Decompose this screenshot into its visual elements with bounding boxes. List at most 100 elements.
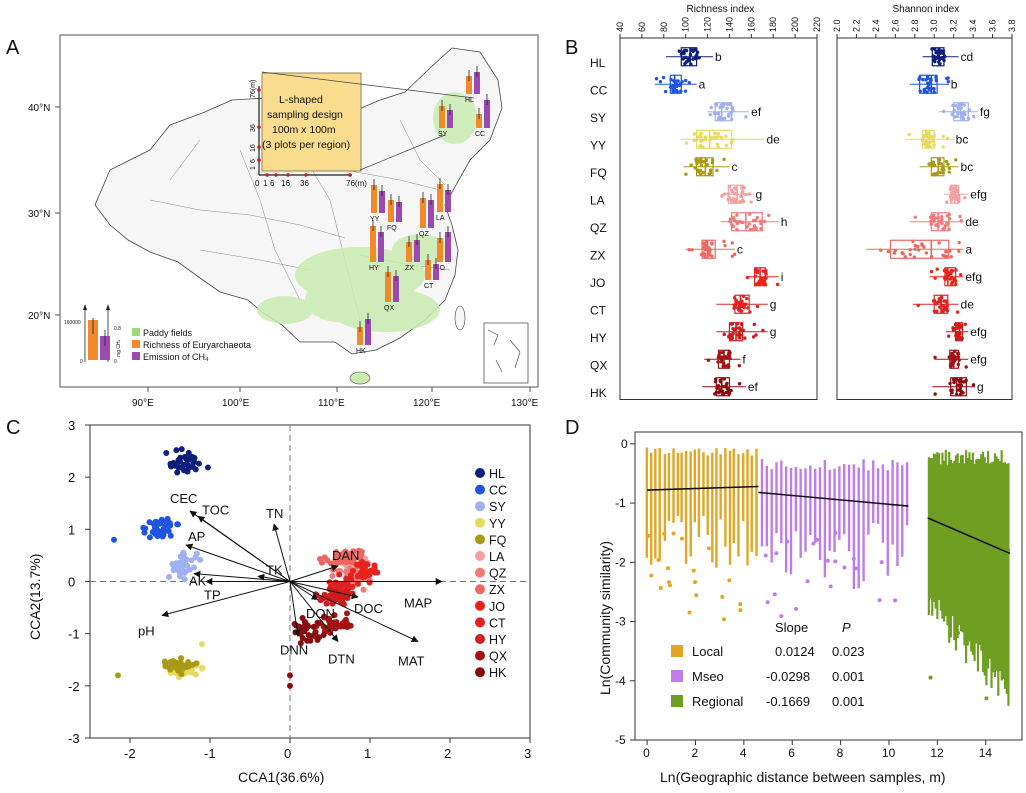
b-point (731, 331, 735, 336)
c-point (310, 623, 317, 630)
b-point (933, 216, 938, 220)
b-point (954, 190, 959, 194)
c-point (176, 573, 183, 580)
b-box (950, 377, 967, 397)
b-letter: c (737, 242, 743, 256)
map-lon-110: 110°E (318, 398, 345, 409)
c-outlier-0 (111, 536, 117, 543)
c-point (160, 531, 167, 538)
b-point (933, 355, 937, 359)
c-legend-marker-hy (475, 634, 485, 644)
b-point (679, 89, 683, 93)
b-point (952, 277, 956, 281)
b-point (733, 252, 737, 256)
b-point (743, 336, 747, 340)
site-bars-cc: CC (475, 94, 490, 138)
c-point (336, 571, 343, 578)
b-point (903, 255, 907, 259)
b-point (747, 222, 751, 226)
b-point (955, 114, 959, 119)
b-row-shannon-hl: cd (922, 47, 973, 67)
d-point (833, 559, 838, 564)
b-point (720, 389, 725, 393)
b-point (729, 141, 734, 145)
b-point (952, 380, 956, 385)
b-point (750, 228, 754, 232)
b-point (949, 355, 954, 359)
d-point (851, 556, 856, 561)
b-letter: bc (961, 160, 974, 174)
b-point (730, 198, 734, 202)
b-point (722, 239, 726, 244)
b-point (747, 192, 751, 196)
c-group-ct (324, 571, 356, 602)
b-point (949, 282, 954, 286)
b-letter: ef (748, 380, 759, 394)
b-frame-shannon (836, 37, 1013, 400)
inset-x-16: 16 (281, 179, 290, 188)
b-tick-label-shannon-9: 3.8 (1007, 19, 1017, 32)
b-point (958, 325, 963, 330)
richness-bar-jo (437, 238, 443, 262)
b-point (735, 322, 740, 326)
c-vector-label-ap: AP (188, 529, 205, 544)
b-point (739, 309, 744, 313)
b-letter: efg (970, 325, 987, 339)
b-point (755, 270, 759, 275)
b-point (941, 145, 945, 149)
b-point (936, 157, 941, 162)
b-point (733, 200, 738, 204)
panel-letter-a: A (6, 37, 20, 59)
b-point (916, 303, 920, 308)
b-point (935, 267, 939, 271)
b-row-richness-fq: c (683, 157, 737, 177)
c-vector-label-mat: MAT (398, 653, 425, 668)
b-point (920, 243, 924, 247)
b-point (734, 187, 738, 191)
b-point (957, 102, 961, 107)
b-point (720, 194, 724, 198)
b-point (940, 55, 945, 60)
c-vector-label-ph: pH (138, 623, 155, 638)
c-point (343, 575, 350, 582)
c-point (178, 553, 185, 560)
b-point (724, 134, 728, 139)
b-row-richness-cc: a (654, 74, 706, 94)
b-point (928, 140, 932, 144)
site-label-qz: QZ (419, 231, 429, 238)
d-point (649, 573, 654, 578)
b-point (737, 304, 741, 308)
c-vector-doc (289, 581, 359, 600)
b-point (684, 141, 689, 145)
b-point (938, 62, 942, 66)
b-row-richness-la: g (720, 184, 762, 204)
c-point (342, 548, 349, 555)
b-point (677, 83, 682, 88)
d-ytick-label-0: 0 (621, 437, 628, 451)
c-ytick-label-2: 1 (68, 522, 75, 537)
c-group-sy (166, 549, 204, 583)
c-point (192, 671, 199, 678)
b-point (951, 269, 955, 273)
b-point (946, 80, 951, 84)
b-point (963, 112, 967, 117)
site-label-fq: FQ (387, 225, 397, 232)
b-point (733, 192, 737, 196)
b-point (752, 322, 756, 327)
b-point (951, 358, 955, 362)
b-point (755, 215, 759, 220)
d-frame (634, 431, 1023, 741)
b-tick-label-richness-3: 100 (681, 17, 691, 32)
b-point (761, 269, 766, 273)
b-point (689, 163, 693, 167)
b-point (956, 383, 961, 387)
b-point (726, 197, 730, 202)
c-point (188, 557, 195, 564)
b-point (727, 391, 732, 395)
b-point (963, 322, 967, 326)
c-group-hy (312, 586, 351, 608)
b-site-label-la: LA (590, 193, 605, 207)
c-legend-label-hk: HK (489, 666, 507, 680)
c-vector-label-tn: TN (266, 506, 283, 521)
c-group-hk (291, 614, 327, 647)
